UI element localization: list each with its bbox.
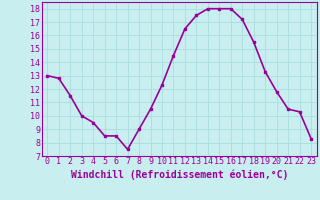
X-axis label: Windchill (Refroidissement éolien,°C): Windchill (Refroidissement éolien,°C) (70, 169, 288, 180)
